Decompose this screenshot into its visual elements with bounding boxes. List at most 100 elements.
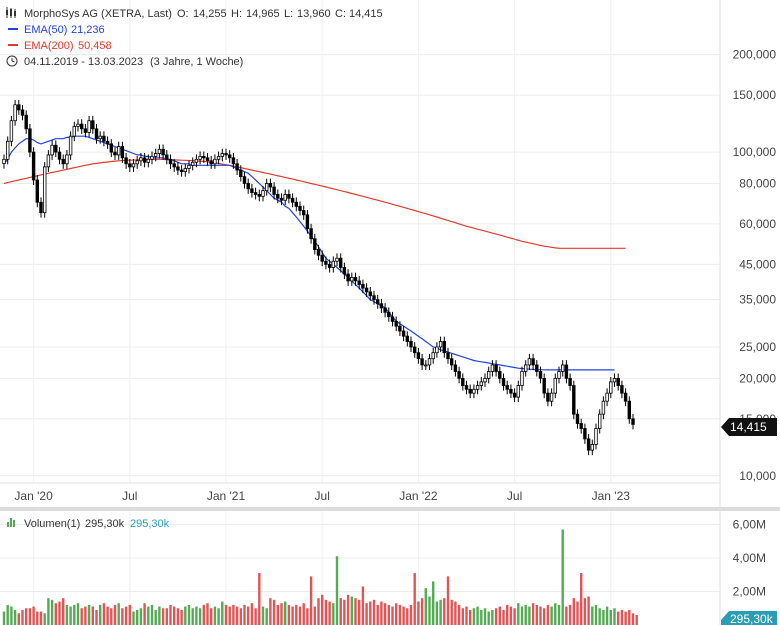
close-value: 14,415 bbox=[349, 8, 383, 20]
candle bbox=[435, 342, 439, 358]
candle bbox=[405, 331, 409, 347]
volume-bar bbox=[21, 609, 24, 625]
volume-bar bbox=[413, 573, 416, 625]
volume-bar bbox=[313, 606, 316, 625]
candle bbox=[279, 193, 284, 206]
candle bbox=[424, 360, 428, 370]
volume-bar bbox=[602, 609, 605, 625]
candle bbox=[272, 182, 276, 200]
volume-bar bbox=[387, 604, 390, 625]
candle bbox=[416, 347, 421, 364]
candle bbox=[442, 336, 446, 358]
volume-bar bbox=[261, 606, 265, 625]
candle bbox=[379, 298, 384, 313]
volume-bar bbox=[350, 596, 353, 625]
volume-badge: 295,30k bbox=[721, 611, 777, 625]
candle bbox=[61, 154, 65, 169]
candle bbox=[475, 380, 480, 395]
volume-bar bbox=[247, 606, 250, 625]
candle bbox=[194, 154, 199, 168]
candle bbox=[579, 418, 583, 434]
volume-bar bbox=[424, 588, 427, 625]
time-tick-label: Jan '21 bbox=[207, 489, 246, 503]
volume-bar bbox=[43, 613, 46, 625]
volume-bar bbox=[469, 609, 472, 625]
volume-bar bbox=[113, 604, 117, 625]
candle bbox=[65, 150, 69, 169]
candle bbox=[461, 373, 465, 391]
candle bbox=[68, 131, 73, 160]
candle bbox=[250, 183, 254, 198]
volume-bar bbox=[39, 611, 43, 625]
volume-bar bbox=[250, 603, 254, 625]
candle bbox=[398, 321, 402, 337]
volume-bar bbox=[591, 606, 594, 625]
volume-bar bbox=[576, 601, 579, 625]
price-tick-label: 25,000 bbox=[739, 340, 776, 354]
time-grid bbox=[33, 0, 612, 625]
ema200-line bbox=[3, 158, 626, 249]
ema50-legend-label: EMA(50) bbox=[24, 24, 67, 36]
candle bbox=[520, 366, 524, 391]
volume-bar bbox=[158, 606, 161, 625]
candle bbox=[80, 119, 84, 134]
candle bbox=[135, 155, 139, 169]
ema200-legend-value: 50,458 bbox=[78, 40, 112, 52]
volume-bar bbox=[461, 608, 464, 625]
volume-bar bbox=[121, 608, 124, 625]
candle bbox=[13, 99, 17, 126]
candle bbox=[168, 154, 173, 169]
candle bbox=[20, 105, 25, 121]
volume-bar bbox=[6, 604, 9, 625]
volume-bar bbox=[324, 599, 328, 625]
volume-bar bbox=[202, 604, 205, 625]
candle bbox=[331, 256, 335, 273]
volume-bar bbox=[50, 599, 54, 625]
volume-bar bbox=[106, 606, 109, 625]
price-tick-label: 100,000 bbox=[733, 145, 777, 159]
volume-bar bbox=[287, 604, 291, 625]
volume-bar bbox=[91, 606, 94, 625]
volume-bar bbox=[284, 601, 287, 625]
high-label: H: bbox=[231, 8, 242, 20]
candle bbox=[324, 256, 328, 270]
candle bbox=[542, 373, 546, 399]
candle bbox=[616, 373, 620, 391]
candle bbox=[239, 165, 243, 182]
candle bbox=[287, 189, 291, 204]
time-tick-label: Jul bbox=[315, 489, 330, 503]
price-tick-label: 80,000 bbox=[739, 176, 776, 190]
volume-bar bbox=[580, 573, 583, 625]
volume-bar bbox=[428, 596, 431, 625]
volume-bar bbox=[635, 614, 638, 625]
candle bbox=[494, 360, 498, 377]
candle bbox=[31, 147, 36, 185]
candle bbox=[190, 157, 195, 171]
price-axis: 200,000 150,000 100,000 80,000 60,000 45,000 3… bbox=[733, 48, 777, 483]
open-label: O: bbox=[177, 8, 189, 20]
candle bbox=[124, 152, 128, 169]
volume-bar bbox=[217, 608, 220, 625]
candle bbox=[261, 185, 265, 202]
volume-bar bbox=[517, 603, 520, 625]
candle bbox=[264, 178, 269, 196]
candle bbox=[309, 223, 313, 244]
time-tick-label: Jan '20 bbox=[14, 489, 53, 503]
volume-bar bbox=[87, 604, 91, 625]
candle bbox=[557, 366, 561, 384]
volume-bar bbox=[524, 604, 527, 625]
volume-bar bbox=[535, 604, 538, 625]
panel-divider[interactable] bbox=[0, 507, 780, 511]
volume-bar bbox=[58, 601, 61, 625]
volume-bar bbox=[380, 601, 383, 625]
volume-bar bbox=[509, 606, 513, 625]
volume-bar bbox=[587, 596, 590, 625]
candle bbox=[98, 131, 102, 144]
volume-bar bbox=[520, 606, 524, 625]
volume-bar bbox=[557, 604, 561, 625]
volume-bar bbox=[198, 608, 202, 625]
volume-bar bbox=[531, 603, 535, 625]
volume-bar bbox=[265, 608, 268, 625]
low-label: L: bbox=[284, 8, 293, 20]
